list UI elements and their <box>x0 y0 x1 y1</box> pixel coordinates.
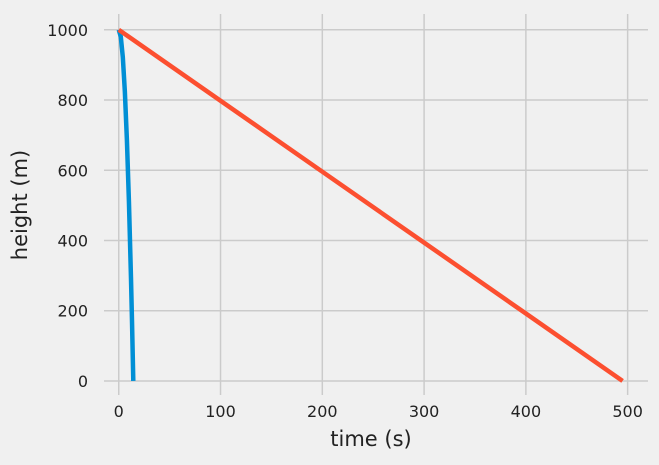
series-line-1 <box>116 29 136 381</box>
x-tick-label: 400 <box>511 402 542 421</box>
y-tick-label: 800 <box>57 91 88 110</box>
x-tick-label: 0 <box>114 402 124 421</box>
y-tick-label: 400 <box>57 231 88 250</box>
x-axis-label: time (s) <box>330 427 411 451</box>
series-layer <box>116 27 624 383</box>
x-tick-label: 100 <box>205 402 236 421</box>
y-axis-label: height (m) <box>8 150 32 260</box>
tick-labels: 0 100 200 300 400 500 0 200 400 600 800 1000 <box>47 21 643 421</box>
y-tick-label: 600 <box>57 161 88 180</box>
x-tick-label: 500 <box>612 402 643 421</box>
y-tick-label: 200 <box>57 302 88 321</box>
x-tick-label: 300 <box>409 402 440 421</box>
x-tick-label: 200 <box>307 402 338 421</box>
y-tick-label: 1000 <box>47 21 88 40</box>
y-tick-label: 0 <box>78 372 88 391</box>
series-line-2 <box>117 27 624 383</box>
grid <box>104 14 648 395</box>
